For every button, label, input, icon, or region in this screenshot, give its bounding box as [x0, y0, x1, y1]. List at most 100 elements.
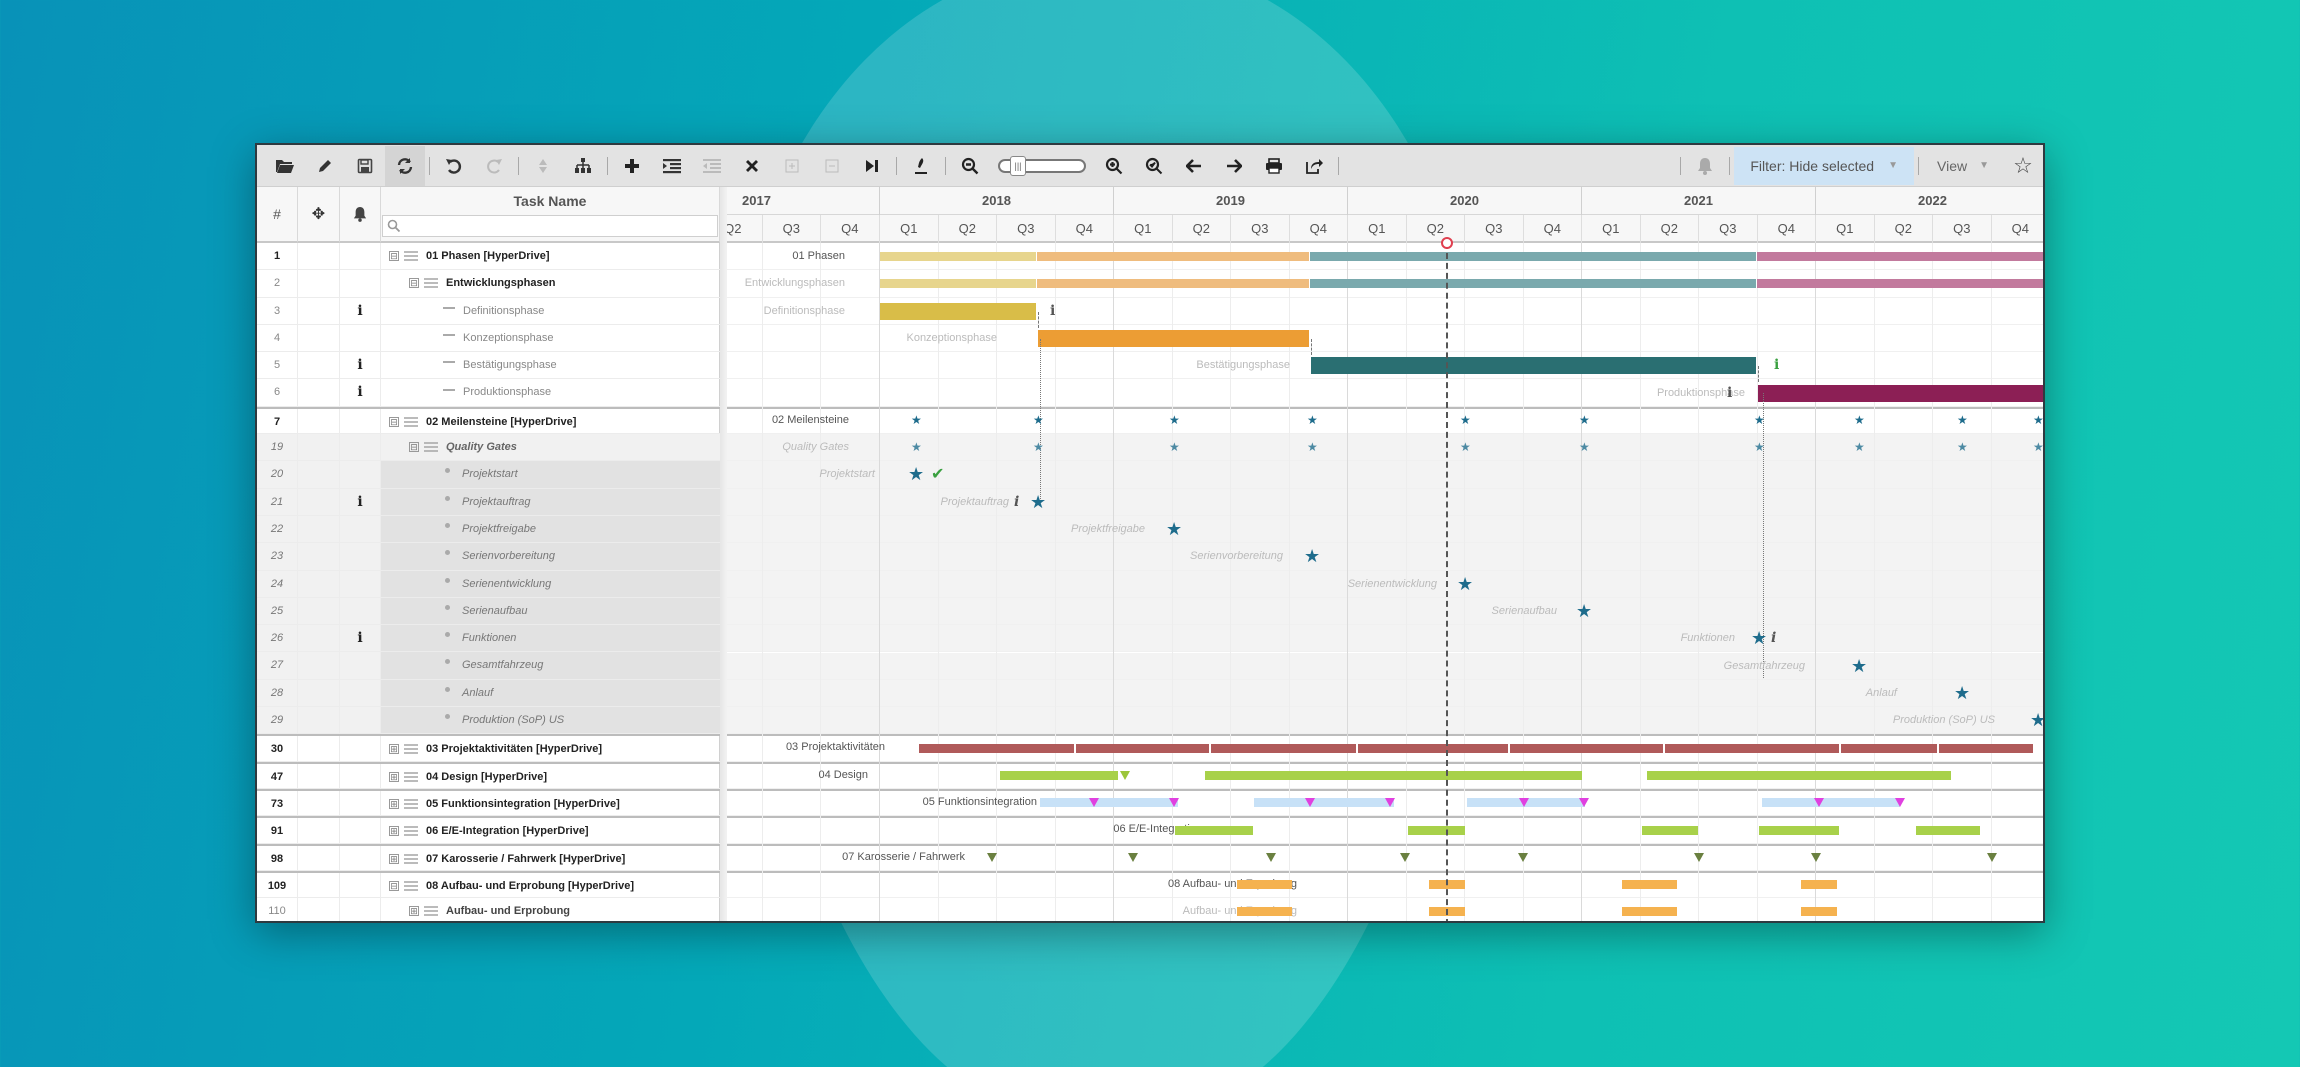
milestone-star-icon[interactable]: ★ — [1307, 412, 1318, 427]
table-row[interactable]: 47 ⊞ 04 Design [HyperDrive] — [257, 761, 720, 789]
milestone-star-icon[interactable]: ★ — [1457, 573, 1474, 594]
activity-bar[interactable] — [1665, 744, 1839, 753]
export-button[interactable] — [1294, 146, 1334, 186]
save-button[interactable] — [345, 146, 385, 186]
table-row[interactable]: 23 Serienvorbereitung — [257, 543, 720, 571]
milestone-star-icon[interactable]: ★ — [2033, 412, 2044, 427]
column-header-number[interactable]: # — [257, 187, 298, 243]
summary-bar-bestaetigung[interactable] — [1310, 279, 1756, 288]
karosserie-marker-icon[interactable] — [1811, 853, 1821, 862]
info-icon[interactable]: i — [1727, 384, 1733, 401]
table-row[interactable]: 73 ⊞ 05 Funktionsintegration [HyperDrive] — [257, 788, 720, 817]
task-bar-konzeptionsphase[interactable] — [1038, 330, 1309, 347]
ee-integration-bar[interactable] — [1408, 826, 1465, 835]
milestone-star-icon[interactable]: ★ — [1579, 412, 1590, 427]
edit-button[interactable] — [305, 146, 345, 186]
notifications-button[interactable] — [1685, 146, 1725, 186]
refresh-button[interactable] — [385, 145, 425, 186]
hierarchy-button[interactable] — [563, 146, 603, 186]
collapse-toggle-icon[interactable]: ⊟ — [389, 416, 399, 427]
milestone-star-icon[interactable]: ★ — [1854, 412, 1865, 427]
summary-bar-produktion[interactable] — [1757, 279, 2043, 288]
activity-bar[interactable] — [1939, 744, 2033, 753]
table-row[interactable]: 30 ⊞ 03 Projektaktivitäten [HyperDrive] — [257, 734, 720, 762]
milestone-star-icon[interactable]: ★ — [1957, 440, 1968, 455]
design-bar[interactable] — [1205, 771, 1582, 780]
milestone-star-icon[interactable]: ★ — [1754, 412, 1765, 427]
table-row[interactable]: 27 Gesamtfahrzeug — [257, 652, 720, 680]
favorite-button[interactable]: ☆ — [2003, 146, 2043, 186]
table-row[interactable]: 29 Produktion (SoP) US — [257, 707, 720, 735]
zoom-in-button[interactable] — [1094, 146, 1134, 186]
table-row[interactable]: 109 ⊟ 08 Aufbau- und Erprobung [HyperDrive… — [257, 870, 720, 899]
print-button[interactable] — [1254, 146, 1294, 186]
aufbau-bar[interactable] — [1622, 907, 1677, 916]
table-row[interactable]: 20 Projektstart — [257, 461, 720, 489]
view-dropdown[interactable]: View ▼ — [1923, 158, 2003, 174]
info-icon[interactable]: i — [1014, 493, 1020, 510]
info-icon[interactable]: i — [340, 488, 381, 515]
karosserie-marker-icon[interactable] — [987, 853, 997, 862]
info-icon[interactable]: i — [340, 379, 381, 406]
milestone-star-icon[interactable]: ★ — [1169, 440, 1180, 455]
info-icon[interactable]: i — [1771, 630, 1777, 647]
expand-toggle-icon[interactable]: ⊞ — [409, 906, 419, 917]
milestone-star-icon[interactable]: ★ — [1166, 519, 1183, 539]
table-row[interactable]: 110 ⊞ Aufbau- und Erprobung — [257, 898, 720, 921]
integration-bar[interactable] — [1040, 798, 1178, 807]
table-row[interactable]: 98 ⊞ 07 Karosserie / Fahrwerk [HyperDrive] — [257, 843, 720, 871]
milestone-star-icon[interactable]: ★ — [1460, 440, 1471, 455]
table-row[interactable]: 25 Serienaufbau — [257, 597, 720, 626]
milestone-star-icon[interactable]: ★ — [911, 440, 922, 455]
collapse-toggle-icon[interactable]: ⊟ — [389, 880, 399, 891]
table-row[interactable]: 2 ⊟ Entwicklungsphasen — [257, 270, 720, 298]
table-row[interactable]: 91 ⊞ 06 E/E-Integration [HyperDrive] — [257, 816, 720, 844]
outdent-button[interactable] — [692, 146, 732, 186]
activity-bar[interactable] — [919, 744, 1074, 753]
ee-integration-bar[interactable] — [1759, 826, 1839, 835]
activity-bar[interactable] — [1510, 744, 1663, 753]
scroll-right-button[interactable] — [1214, 146, 1254, 186]
today-marker-icon[interactable] — [1441, 237, 1453, 249]
ee-integration-bar[interactable] — [1916, 826, 1980, 835]
collapse-toggle-icon[interactable]: ⊟ — [409, 442, 419, 453]
aufbau-bar[interactable] — [1622, 880, 1677, 889]
aufbau-bar[interactable] — [1237, 880, 1292, 889]
milestone-star-icon[interactable]: ★ — [911, 412, 922, 427]
karosserie-marker-icon[interactable] — [1400, 853, 1410, 862]
milestone-star-icon[interactable]: ★ — [1957, 412, 1968, 427]
expand-all-button[interactable] — [772, 146, 812, 186]
column-header-move[interactable]: ✥ — [298, 187, 340, 243]
milestone-star-icon[interactable]: ★ — [1030, 491, 1047, 512]
karosserie-marker-icon[interactable] — [1518, 853, 1528, 862]
milestone-star-icon[interactable]: ★ — [1033, 412, 1044, 427]
delete-button[interactable] — [732, 146, 772, 186]
table-row[interactable]: 6 i Produktionsphase — [257, 379, 720, 407]
table-row[interactable]: 22 Projektfreigabe — [257, 515, 720, 544]
collapse-toggle-icon[interactable]: ⊟ — [389, 251, 399, 262]
aufbau-bar[interactable] — [1801, 880, 1837, 889]
milestone-star-icon[interactable]: ★ — [1576, 600, 1593, 621]
zoom-out-button[interactable] — [950, 146, 990, 186]
milestone-star-icon[interactable]: ★ — [1307, 440, 1318, 455]
milestone-star-icon[interactable]: ★ — [2030, 710, 2045, 731]
milestone-star-icon[interactable]: ★ — [1751, 628, 1768, 649]
expand-toggle-icon[interactable]: ⊞ — [389, 853, 399, 864]
karosserie-marker-icon[interactable] — [1694, 853, 1704, 862]
expand-toggle-icon[interactable]: ⊞ — [389, 771, 399, 782]
zoom-fit-button[interactable] — [1134, 146, 1174, 186]
activity-bar[interactable] — [1841, 744, 1937, 753]
table-row[interactable]: 1 ⊟ 01 Phasen [HyperDrive] — [257, 243, 720, 271]
milestone-star-icon[interactable]: ★ — [1169, 412, 1180, 427]
karosserie-marker-icon[interactable] — [1266, 853, 1276, 862]
milestone-star-icon[interactable]: ★ — [1579, 440, 1590, 455]
summary-bar-definition[interactable] — [880, 252, 1036, 261]
milestone-star-icon[interactable]: ★ — [1851, 655, 1868, 676]
task-name-header[interactable]: Task Name — [513, 193, 587, 209]
move-up-down-button[interactable] — [523, 146, 563, 186]
task-bar-definitionsphase[interactable] — [880, 303, 1036, 320]
task-bar-produktionsphase[interactable] — [1758, 385, 2043, 402]
collapse-toggle-icon[interactable]: ⊟ — [409, 278, 419, 289]
highlight-button[interactable] — [901, 146, 941, 186]
scroll-to-task-button[interactable] — [852, 146, 892, 186]
